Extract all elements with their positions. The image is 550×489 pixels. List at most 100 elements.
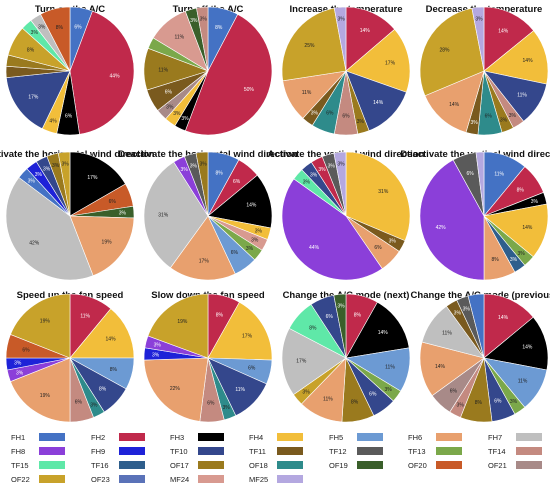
pie-slice-of22 bbox=[147, 293, 209, 359]
pie-slice-fh4 bbox=[345, 151, 411, 242]
slice-label: 6% bbox=[450, 388, 458, 394]
slice-label: 6% bbox=[485, 113, 493, 119]
legend-swatch bbox=[39, 461, 65, 469]
legend-swatch bbox=[357, 433, 383, 441]
legend-label: TF16 bbox=[91, 461, 109, 470]
slice-label: 3% bbox=[510, 257, 518, 263]
slice-label: 3% bbox=[531, 199, 539, 205]
legend-item-tf14: TF14 bbox=[488, 447, 542, 456]
legend-swatch bbox=[277, 461, 303, 469]
pie-slice-tf14 bbox=[196, 6, 209, 72]
slice-label: 3% bbox=[251, 238, 259, 244]
pie-slice-fh2 bbox=[69, 10, 135, 135]
pie-slice-mf25 bbox=[471, 6, 485, 72]
slice-label: 14% bbox=[378, 330, 389, 336]
slice-label: 17% bbox=[199, 258, 210, 264]
pie-slice-fh2 bbox=[345, 6, 396, 72]
legend-label: OF18 bbox=[249, 461, 268, 470]
legend-label: OF21 bbox=[488, 461, 507, 470]
pie-slice-mf25 bbox=[333, 151, 347, 217]
slice-label: 44% bbox=[110, 73, 121, 79]
legend-item-of21: OF21 bbox=[488, 461, 542, 470]
legend-item-fh1: FH1 bbox=[11, 433, 65, 442]
pie-slice-fh4 bbox=[69, 308, 135, 359]
slice-label: 3% bbox=[454, 311, 462, 317]
pie-chart-12: Change the A/C mode (previous)14%14%11%3… bbox=[411, 290, 550, 423]
legend-swatch bbox=[39, 475, 65, 483]
pie-slice-fh6 bbox=[169, 215, 236, 281]
slice-label: 14% bbox=[360, 28, 371, 34]
pie-slice-mf25 bbox=[333, 6, 347, 72]
slice-label: 3% bbox=[302, 390, 310, 396]
slice-label: 3% bbox=[190, 18, 198, 24]
pie-slice-fh6 bbox=[424, 70, 485, 133]
legend-swatch bbox=[119, 433, 145, 441]
slice-label: 11% bbox=[302, 90, 312, 96]
slice-label: 8% bbox=[215, 25, 223, 31]
legend-label: FH9 bbox=[91, 447, 105, 456]
legend-item-mf24: MF24 bbox=[170, 475, 224, 484]
slice-label: 17% bbox=[385, 60, 396, 66]
legend-item-fh4: FH4 bbox=[249, 433, 303, 442]
slice-label: 8% bbox=[517, 187, 525, 193]
pie-slice-fh8 bbox=[281, 178, 383, 281]
pie-slice-fh4 bbox=[483, 30, 549, 85]
pie-slice-tf10 bbox=[345, 70, 407, 132]
charts-layer: Turn on the A/C6%44%6%4%17%8%3%3%8%Turn … bbox=[0, 4, 550, 423]
slice-label: 14% bbox=[522, 345, 533, 351]
slice-label: 17% bbox=[296, 359, 307, 365]
slice-label: 22% bbox=[170, 386, 181, 392]
slice-label: 3% bbox=[43, 167, 51, 173]
slice-label: 6% bbox=[342, 114, 350, 120]
slice-label: 8% bbox=[216, 170, 224, 176]
slice-label: 17% bbox=[28, 94, 39, 100]
pie-slice-fh7 bbox=[143, 161, 209, 269]
pie-chart-7: Activate the vertical wind direction31%3… bbox=[268, 149, 425, 281]
legend-item-of22: OF22 bbox=[11, 475, 65, 484]
slice-label: 6% bbox=[207, 400, 215, 406]
legend-swatch bbox=[198, 475, 224, 483]
slice-label: 11% bbox=[235, 387, 245, 393]
slice-label: 44% bbox=[309, 245, 320, 251]
slice-label: 3% bbox=[154, 342, 162, 348]
slice-label: 3% bbox=[457, 402, 465, 408]
pie-slice-of22 bbox=[10, 293, 71, 359]
slice-label: 3% bbox=[475, 16, 483, 22]
legend-swatch bbox=[357, 461, 383, 469]
slice-label: 3% bbox=[152, 352, 160, 358]
slice-label: 3% bbox=[38, 24, 46, 30]
slice-label: 6% bbox=[165, 90, 173, 96]
pie-slice-fh6 bbox=[143, 357, 209, 422]
slice-label: 3% bbox=[389, 238, 397, 244]
pie-slice-of17 bbox=[195, 151, 209, 217]
slice-label: 3% bbox=[62, 161, 70, 167]
pie-chart-6: Deactivate the horizontal wind direction… bbox=[118, 149, 298, 281]
slice-label: 31% bbox=[158, 212, 169, 218]
slice-label: 14% bbox=[498, 28, 509, 34]
pie-slice-fh7 bbox=[281, 327, 347, 396]
slice-label: 3% bbox=[384, 387, 392, 393]
slice-label: 28% bbox=[440, 48, 451, 54]
slice-label: 11% bbox=[174, 34, 184, 40]
legend-item-tf11: TF11 bbox=[249, 447, 303, 456]
slice-label: 3% bbox=[337, 303, 345, 309]
pie-slice-fh2 bbox=[184, 13, 273, 136]
slice-label: 8% bbox=[110, 367, 118, 373]
slice-label: 6% bbox=[326, 314, 334, 320]
slice-label: 6% bbox=[374, 245, 382, 251]
pie-slice-fh6 bbox=[10, 357, 71, 423]
legend-item-of17: OF17 bbox=[170, 461, 224, 470]
slice-label: 8% bbox=[475, 400, 483, 406]
slice-label: 3% bbox=[190, 163, 198, 169]
pie-slice-of22 bbox=[419, 7, 485, 97]
slice-label: 19% bbox=[177, 319, 188, 325]
slice-label: 3% bbox=[90, 402, 98, 408]
legend-item-fh7: FH7 bbox=[488, 433, 542, 442]
slice-label: 6% bbox=[494, 398, 502, 404]
slice-label: 14% bbox=[246, 203, 257, 209]
legend-label: FH8 bbox=[11, 447, 25, 456]
pie-slice-fh6 bbox=[419, 341, 485, 397]
legend-swatch bbox=[119, 447, 145, 455]
slice-label: 50% bbox=[244, 87, 255, 93]
